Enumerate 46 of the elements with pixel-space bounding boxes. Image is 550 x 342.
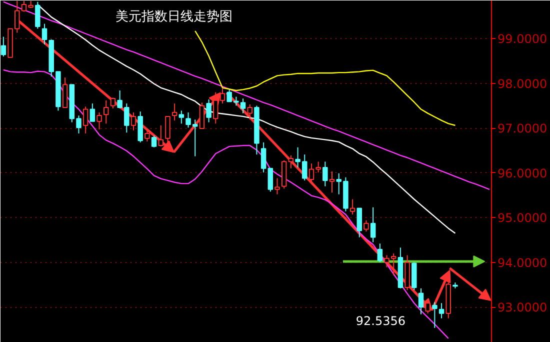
y-tick-label: 99.0000 <box>498 32 548 46</box>
candlestick <box>377 243 383 263</box>
candlestick <box>322 161 328 187</box>
y-tick-label: 97.0000 <box>498 122 548 136</box>
candlestick <box>62 76 68 108</box>
candlestick <box>247 104 252 120</box>
candlestick <box>418 288 424 315</box>
candlestick <box>144 128 150 142</box>
candlestick <box>35 1 40 30</box>
candlestick <box>240 98 246 114</box>
y-tick-label: 96.0000 <box>498 166 548 180</box>
candlestick <box>370 206 376 243</box>
candlestick <box>151 135 157 148</box>
candlestick <box>329 171 335 194</box>
candlestick <box>364 220 369 232</box>
line-series <box>2 69 449 340</box>
line-series <box>2 1 490 190</box>
candlestick <box>178 110 184 124</box>
line-series <box>194 30 456 126</box>
y-tick-label: 94.0000 <box>498 256 548 270</box>
candlestick <box>350 198 356 215</box>
candlestick <box>268 168 274 192</box>
y-tick-label: 98.0000 <box>498 76 548 91</box>
annotation: 92.5356 <box>356 314 406 328</box>
text: 美元指数日线走势图 <box>116 8 232 24</box>
candlestick <box>356 208 362 238</box>
candlestick <box>104 100 109 124</box>
candlestick <box>96 112 102 130</box>
candlestick <box>0 36 6 57</box>
y-tick-label: 95.0000 <box>498 211 548 226</box>
candlestick <box>82 106 88 134</box>
candlestick <box>274 178 280 195</box>
candlestick <box>117 90 122 109</box>
candlestick <box>130 112 136 131</box>
candlestick <box>206 98 212 123</box>
candlestick <box>288 154 294 169</box>
candlestick <box>438 302 444 319</box>
candlestick <box>124 102 130 134</box>
candlestick <box>199 102 205 130</box>
candlestick <box>172 102 178 121</box>
candlestick <box>432 302 438 328</box>
candlestick <box>260 142 266 173</box>
candlestick <box>110 97 116 109</box>
candlestick <box>42 23 48 45</box>
candlestick <box>90 102 96 122</box>
y-tick-label: 93.0000 <box>498 300 548 315</box>
